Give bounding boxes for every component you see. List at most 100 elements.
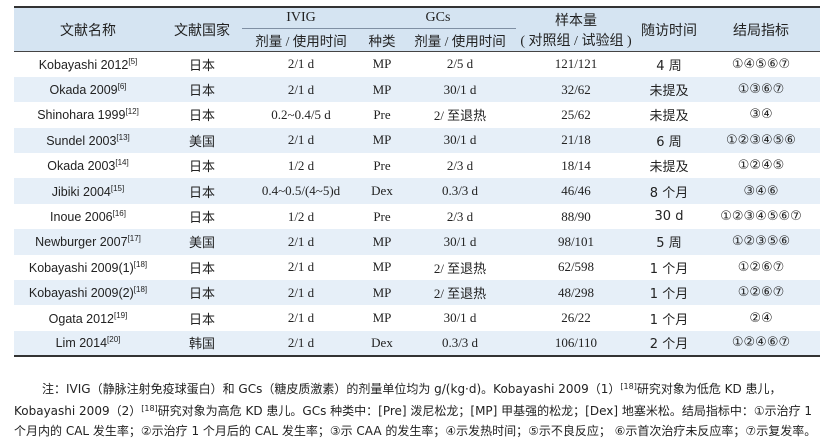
cell-gcs-type: MP xyxy=(360,255,404,280)
cell-gcs-type-text: Pre xyxy=(373,208,391,224)
header-gcs-dose: 剂量 / 使用时间 xyxy=(404,28,516,52)
cell-gcs-dose: 2/5 d xyxy=(404,52,516,77)
table-row: Lim 2014[20] 韩国 2/1 d Dex 0.3/3 d 106/110 2 个月… xyxy=(14,330,820,357)
cell-followup-text: 2 个月 xyxy=(649,337,689,353)
cell-country: 美国 xyxy=(162,229,242,254)
citation-ref: [19] xyxy=(114,310,128,320)
citation-ref: [14] xyxy=(115,158,129,168)
cell-gcs-dose-text: 30/1 d xyxy=(443,132,477,148)
cell-ivig-dose-text: 2/1 d xyxy=(287,81,315,97)
cell-sample-text: 121/121 xyxy=(554,56,598,72)
cell-sample: 88/90 xyxy=(516,204,636,229)
header-gcs-type: 种类 xyxy=(360,28,404,52)
cell-literature-text: Okada 2003 xyxy=(47,159,116,174)
note-text-b: 研究对象为低危 KD 患儿，Kobayashi 2009（2） xyxy=(14,382,782,418)
cell-country: 日本 xyxy=(162,305,242,330)
cell-outcome-text: ①②④⑤ xyxy=(737,158,785,174)
table-body: Kobayashi 2012[5] 日本 2/1 d MP 2/5 d 121/121 4 … xyxy=(14,51,820,357)
table-row: Jibiki 2004[15] 日本 0.4~0.5/(4~5)d Dex 0.3/3 … xyxy=(14,178,820,204)
note-text-a: 注：IVIG（静脉注射免疫球蛋白）和 GCs（糖皮质激素）的剂量单位均为 g/(… xyxy=(42,382,621,396)
cell-sample-text: 106/110 xyxy=(554,334,598,350)
header-ivig: IVIG xyxy=(242,7,360,29)
citation-ref: [18] xyxy=(133,259,148,269)
cell-literature-text: Inoue 2006 xyxy=(50,210,113,225)
cell-sample-text: 62/598 xyxy=(557,259,595,275)
cell-country: 日本 xyxy=(162,77,242,102)
cell-gcs-dose-text: 2/3 d xyxy=(446,157,474,173)
citation-ref: [5] xyxy=(128,56,138,66)
table-row: Kobayashi 2009(1)[18] 日本 2/1 d MP 2/ 至退热 62/5… xyxy=(14,254,820,281)
cell-ivig-dose: 0.4~0.5/(4~5)d xyxy=(242,178,360,203)
cell-country: 日本 xyxy=(162,255,242,280)
header-outcome: 结局指标 xyxy=(702,7,820,52)
cell-country-text: 日本 xyxy=(188,58,215,74)
header-literature: 文献名称 xyxy=(14,7,162,52)
cell-outcome: ①④⑤⑥⑦ xyxy=(702,52,820,77)
cell-sample-text: 26/22 xyxy=(561,310,591,326)
cell-ivig-dose-text: 2/1 d xyxy=(287,233,315,249)
table-row: Shinohara 1999[12] 日本 0.2~0.4/5 d Pre 2/ 至退热… xyxy=(14,102,820,128)
citation-ref: [13] xyxy=(116,132,130,142)
literature-table: 文献名称 文献国家 IVIG GCs 样本量 ( 对照组 / 试验组 ) 随访时… xyxy=(14,6,820,357)
cell-followup: 1 个月 xyxy=(636,280,702,305)
cell-country: 日本 xyxy=(162,204,242,229)
note-paragraph: 注：IVIG（静脉注射免疫球蛋白）和 GCs（糖皮质激素）的剂量单位均为 g/(… xyxy=(14,377,820,441)
cell-sample: 46/46 xyxy=(516,178,636,203)
cell-gcs-dose: 0.3/3 d xyxy=(404,178,516,203)
cell-followup-text: 30 d xyxy=(654,209,684,225)
cell-outcome-text: ①②③④⑤⑥ xyxy=(726,132,796,148)
cell-literature: Inoue 2006[16] xyxy=(14,204,162,229)
header-sample-line2: ( 对照组 / 试验组 ) xyxy=(520,33,632,49)
cell-ivig-dose: 0.2~0.4/5 d xyxy=(242,102,360,127)
cell-gcs-type-text: MP xyxy=(372,132,392,148)
cell-sample: 32/62 xyxy=(516,77,636,102)
cell-followup-text: 未提及 xyxy=(649,160,689,176)
citation-ref: [12] xyxy=(125,107,139,117)
cell-ivig-dose: 2/1 d xyxy=(242,77,360,102)
table-note: 注：IVIG（静脉注射免疫球蛋白）和 GCs（糖皮质激素）的剂量单位均为 g/(… xyxy=(14,377,820,441)
cell-country-text: 日本 xyxy=(188,287,215,303)
cell-literature: Ogata 2012[19] xyxy=(14,305,162,330)
cell-sample-text: 46/46 xyxy=(561,183,591,199)
table-row: Kobayashi 2012[5] 日本 2/1 d MP 2/5 d 121/121 4 … xyxy=(14,51,820,77)
table-row: Okada 2009[6] 日本 2/1 d MP 30/1 d 32/62 未提及 ①③⑥⑦ xyxy=(14,76,820,103)
citation-ref: [15] xyxy=(110,183,125,193)
cell-gcs-dose: 30/1 d xyxy=(404,229,516,254)
cell-gcs-type-text: MP xyxy=(372,310,392,326)
cell-outcome: ②④ xyxy=(702,305,820,330)
note-ref-1: [18] xyxy=(620,382,637,391)
cell-gcs-dose: 2/3 d xyxy=(404,204,516,229)
cell-ivig-dose-text: 0.4~0.5/(4~5)d xyxy=(261,183,341,199)
cell-literature: Kobayashi 2009(2)[18] xyxy=(14,280,162,305)
cell-country: 日本 xyxy=(162,102,242,127)
cell-ivig-dose: 2/1 d xyxy=(242,331,360,356)
cell-gcs-dose-text: 30/1 d xyxy=(443,310,477,326)
cell-outcome-text: ①②③④⑤⑥⑦ xyxy=(720,209,802,225)
cell-gcs-type: Pre xyxy=(360,204,404,229)
cell-followup: 未提及 xyxy=(636,102,702,127)
cell-followup: 5 周 xyxy=(636,229,702,254)
cell-gcs-type-text: Dex xyxy=(371,183,393,199)
cell-gcs-type-text: MP xyxy=(372,56,392,72)
cell-ivig-dose-text: 2/1 d xyxy=(287,310,315,326)
cell-ivig-dose: 2/1 d xyxy=(242,255,360,280)
cell-country-text: 日本 xyxy=(188,185,215,201)
cell-country-text: 日本 xyxy=(188,312,215,328)
cell-gcs-dose: 2/ 至退热 xyxy=(404,102,516,127)
cell-gcs-type: MP xyxy=(360,229,404,254)
cell-followup: 30 d xyxy=(636,204,702,229)
cell-literature: Shinohara 1999[12] xyxy=(14,102,162,127)
cell-country-text: 美国 xyxy=(188,134,215,150)
cell-gcs-dose-text: 30/1 d xyxy=(443,81,477,97)
cell-sample: 62/598 xyxy=(516,255,636,280)
cell-gcs-type-text: MP xyxy=(372,233,392,249)
cell-gcs-dose: 30/1 d xyxy=(404,77,516,102)
cell-outcome-text: ③④⑥ xyxy=(743,183,779,199)
cell-ivig-dose: 2/1 d xyxy=(242,52,360,77)
cell-gcs-dose-text: 0.3/3 d xyxy=(441,183,479,199)
header-ivig-dose: 剂量 / 使用时间 xyxy=(242,28,360,52)
cell-ivig-dose: 1/2 d xyxy=(242,153,360,178)
cell-followup-text: 未提及 xyxy=(649,84,689,100)
cell-gcs-dose-text: 2/5 d xyxy=(446,56,474,72)
header-country: 文献国家 xyxy=(162,7,242,52)
